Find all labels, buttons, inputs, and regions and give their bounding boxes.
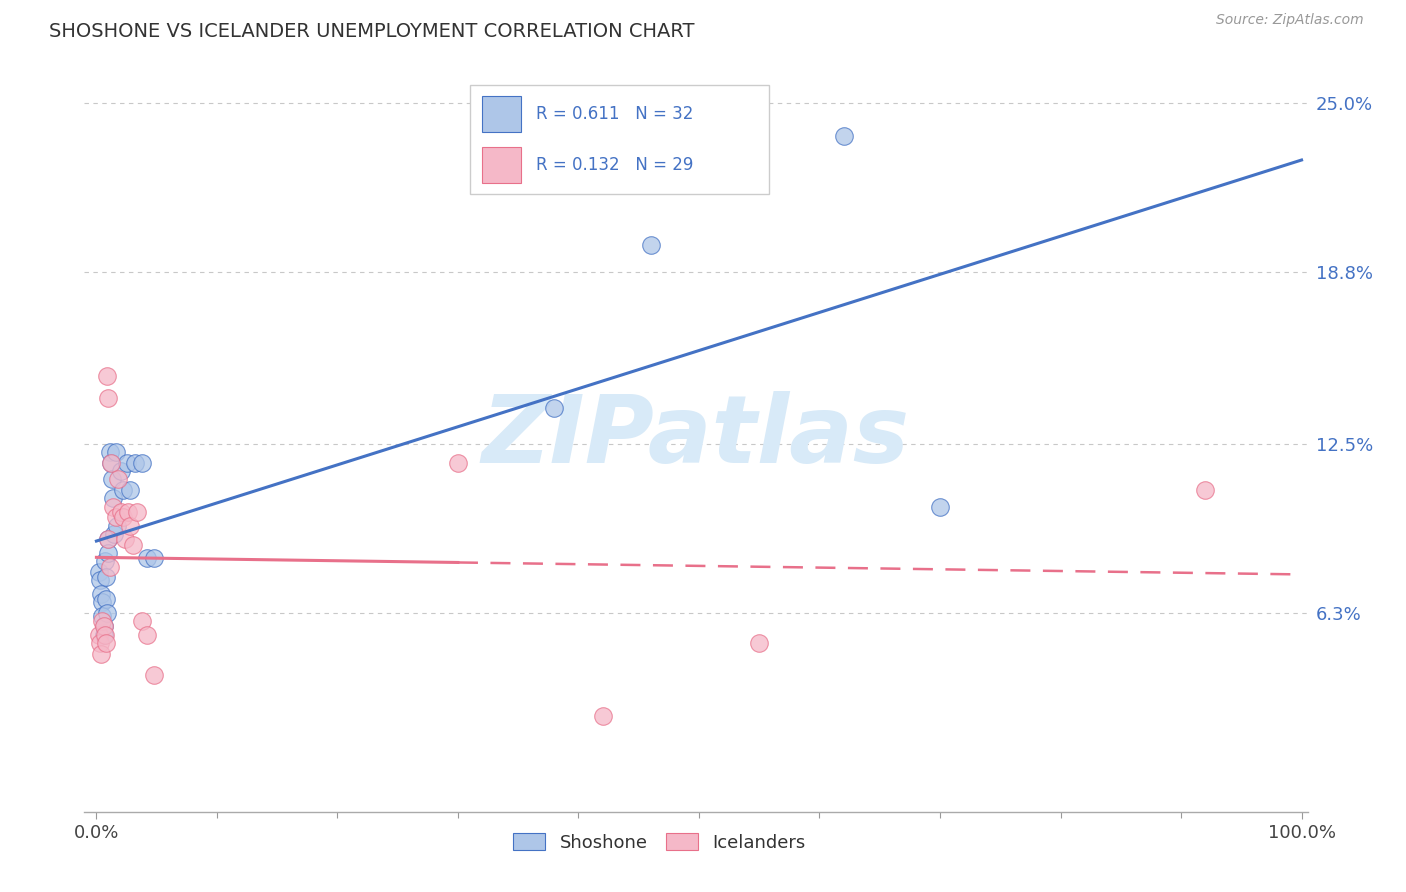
Point [748,636,770,650]
Point [640,238,662,252]
Point [97,533,120,547]
Point [94,636,117,650]
Point [121,538,143,552]
Point [136,627,159,641]
Point [115,456,138,470]
Point [91,614,114,628]
Point [90,647,112,661]
Point [101,472,124,486]
Point [90,587,112,601]
Point [89,573,111,587]
Point [89,636,111,650]
Point [103,526,125,541]
Point [96,368,118,383]
Point [91,608,114,623]
Point [97,533,120,547]
Text: Source: ZipAtlas.com: Source: ZipAtlas.com [1216,13,1364,28]
Point [104,510,127,524]
Point [94,554,117,568]
Point [131,456,153,470]
Point [107,472,129,486]
Point [87,627,110,641]
Point [103,491,125,506]
Point [117,505,139,519]
Point [93,627,115,641]
Point [143,551,166,566]
Point [124,456,146,470]
Point [929,500,952,514]
Point [104,445,127,459]
Point [120,483,142,498]
Point [136,551,159,566]
Point [94,627,117,641]
Point [105,518,128,533]
Point [97,546,120,560]
Point [592,709,614,723]
Point [97,391,120,405]
Point [110,464,132,478]
Text: SHOSHONE VS ICELANDER UNEMPLOYMENT CORRELATION CHART: SHOSHONE VS ICELANDER UNEMPLOYMENT CORRE… [49,22,695,41]
Point [94,592,117,607]
Point [131,614,153,628]
Point [120,518,142,533]
Point [111,510,134,524]
Point [543,401,565,416]
Point [111,483,134,498]
Point [127,505,149,519]
Point [93,619,115,633]
Point [91,595,114,609]
Point [94,570,117,584]
Legend: Shoshone, Icelanders: Shoshone, Icelanders [505,826,813,859]
Text: ZIPatlas: ZIPatlas [482,391,910,483]
Point [143,668,166,682]
Point [93,619,115,633]
Point [98,445,121,459]
Point [1194,483,1216,498]
Point [98,559,121,574]
Point [447,456,470,470]
Point [87,565,110,579]
Point [100,456,122,470]
Point [100,456,122,470]
Point [96,606,118,620]
Point [832,128,855,143]
Point [110,505,132,519]
Point [114,533,136,547]
Point [103,500,125,514]
